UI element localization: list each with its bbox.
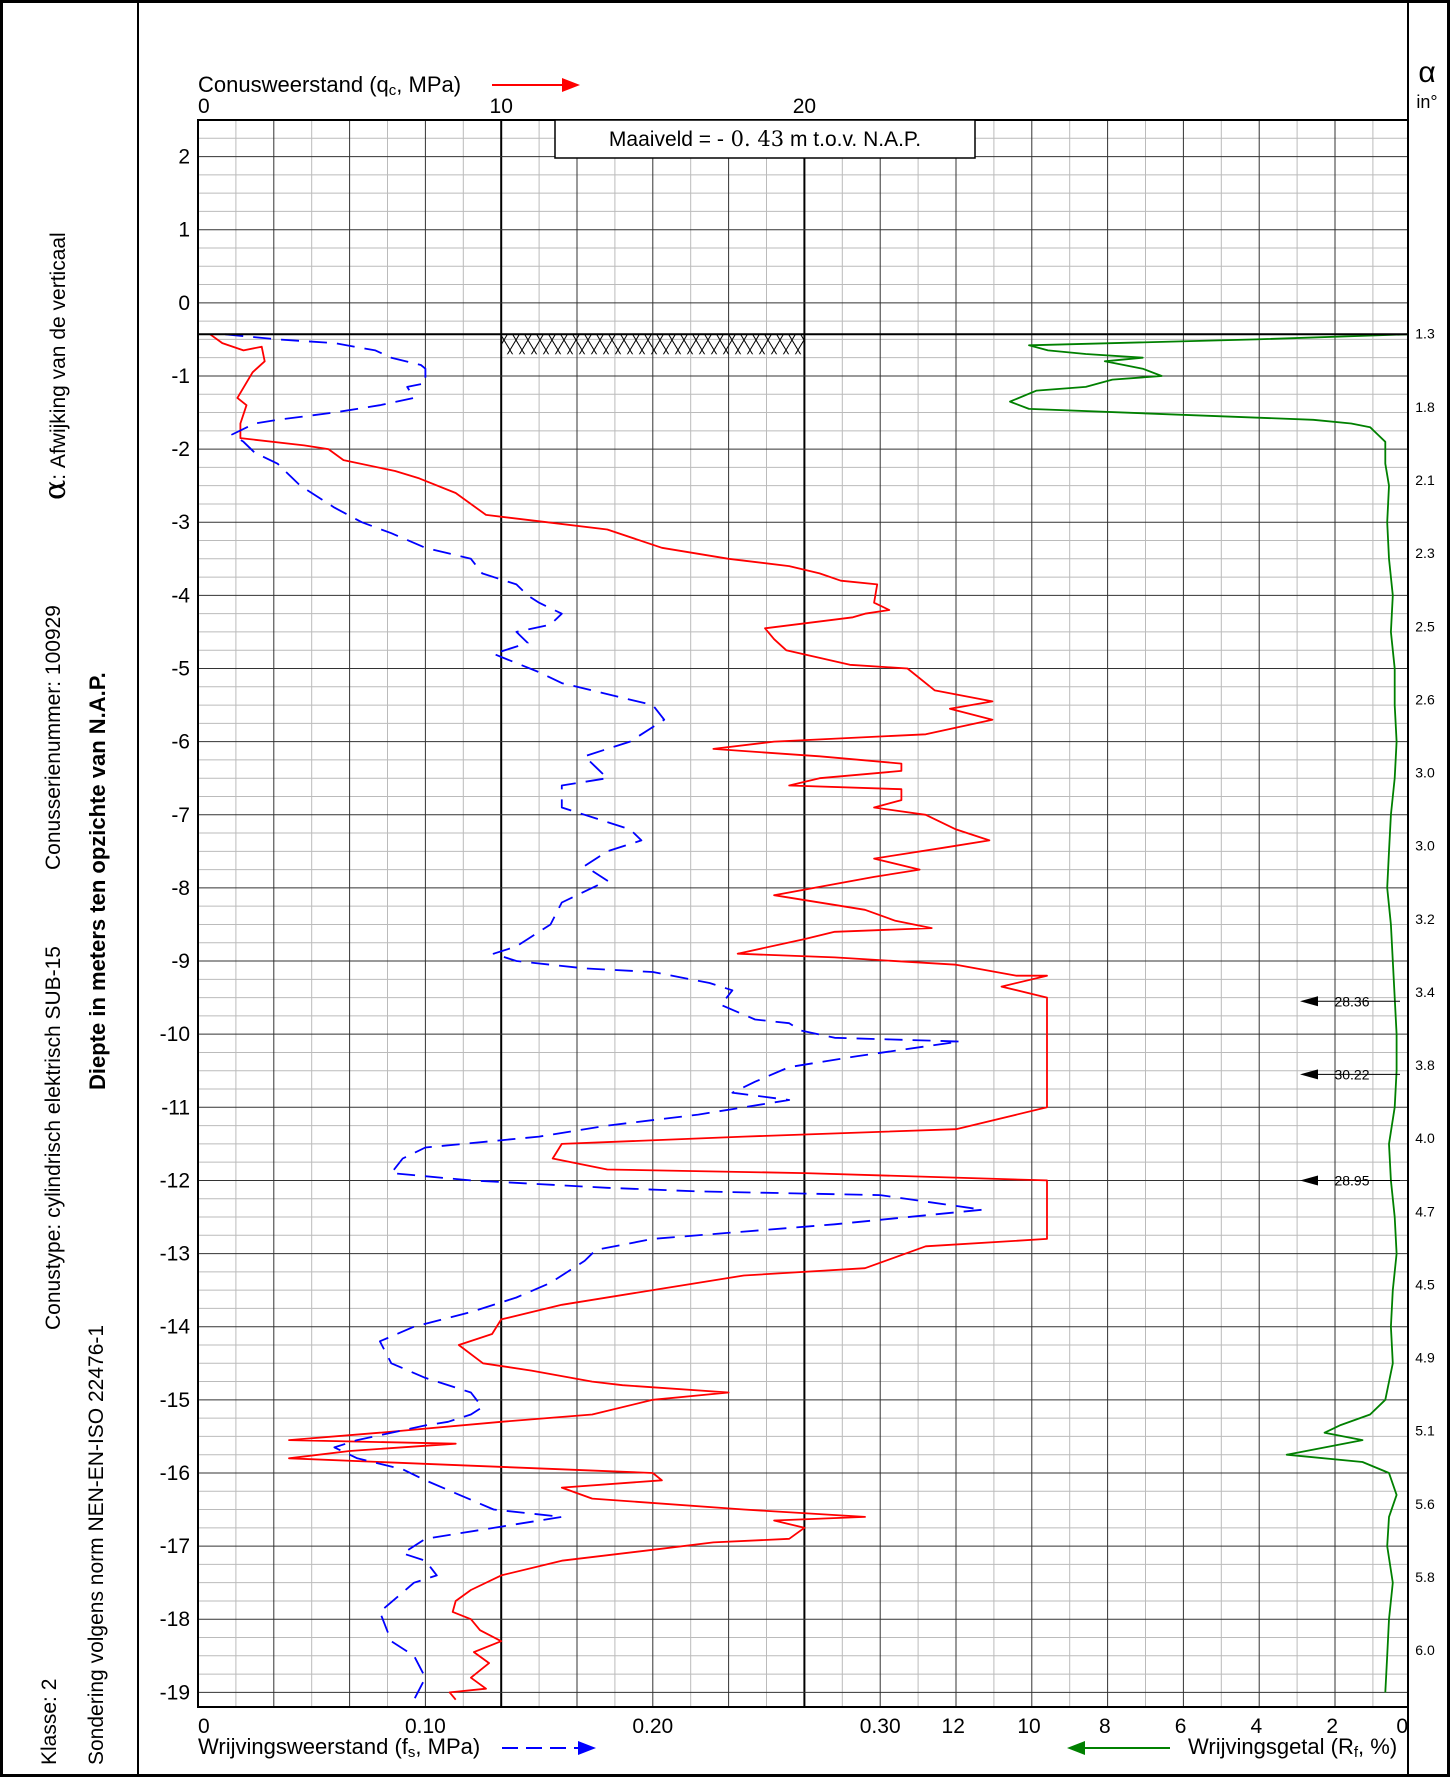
alpha-value-label: 5.8: [1415, 1569, 1435, 1585]
alpha-value-label: 4.9: [1415, 1350, 1435, 1366]
alpha-value-label: 5.6: [1415, 1496, 1435, 1512]
off-scale-value: 28.95: [1334, 1172, 1369, 1188]
rf-tick-label: 6: [1175, 1715, 1187, 1738]
depth-tick-label: 2: [178, 146, 190, 169]
ground-hatch: [501, 334, 805, 355]
qc-legend-arrow: [562, 78, 580, 92]
depth-tick-label: -5: [171, 658, 190, 681]
depth-tick-label: -17: [160, 1535, 190, 1558]
alpha-value-label: 3.2: [1415, 911, 1435, 927]
alpha-value-label: 1.8: [1415, 399, 1435, 415]
rf-legend-arrow: [1067, 1741, 1085, 1755]
depth-tick-label: -9: [171, 950, 190, 973]
alpha-value-label: 4.5: [1415, 1276, 1435, 1292]
depth-tick-label: -15: [160, 1389, 190, 1412]
depth-tick-label: -11: [161, 1096, 190, 1119]
alpha-value-label: 1.3: [1415, 326, 1435, 342]
fs-axis-title: Wrijvingsweerstand (fs, MPa): [198, 1734, 480, 1761]
fs-tick-label: 0.20: [632, 1715, 673, 1738]
off-scale-arrow: [1300, 1069, 1318, 1080]
alpha-value-label: 2.1: [1415, 472, 1435, 488]
depth-tick-label: 1: [178, 219, 190, 242]
rf-tick-label: 12: [942, 1715, 965, 1738]
rf-axis-title: Wrijvingsgetal (Rf, %): [1188, 1734, 1397, 1761]
alpha-value-label: 5.1: [1415, 1423, 1435, 1439]
alpha-value-label: 2.5: [1415, 618, 1435, 634]
rf-tick-label: 10: [1017, 1715, 1040, 1738]
alpha-value-label: 3.0: [1415, 765, 1435, 781]
qc-tick-label: 0: [198, 95, 210, 118]
off-scale-value: 28.36: [1334, 993, 1369, 1009]
depth-tick-label: -10: [160, 1023, 190, 1046]
rf-tick-label: 4: [1251, 1715, 1263, 1738]
alpha-axis-symbol: α: [1418, 56, 1435, 89]
rf-series-line: [1009, 333, 1409, 1693]
alpha-value-label: 3.8: [1415, 1057, 1435, 1073]
depth-tick-label: -19: [160, 1681, 190, 1704]
alpha-value-label: 3.4: [1415, 984, 1435, 1000]
depth-tick-label: -16: [160, 1462, 190, 1485]
fs-legend-arrow: [578, 1741, 596, 1755]
fs-tick-label: 0: [198, 1715, 210, 1738]
depth-tick-label: -14: [160, 1316, 191, 1339]
depth-tick-label: 0: [178, 292, 190, 315]
depth-tick-label: -4: [171, 584, 190, 607]
alpha-value-label: 2.3: [1415, 545, 1435, 561]
alpha-value-label: 4.0: [1415, 1130, 1435, 1146]
fs-tick-label: 0.10: [405, 1715, 446, 1738]
depth-tick-label: -8: [171, 877, 190, 900]
alpha-axis-unit: in°: [1416, 92, 1437, 112]
alpha-value-label: 3.0: [1415, 838, 1435, 854]
fs-tick-label: 0.30: [860, 1715, 901, 1738]
depth-tick-label: -12: [160, 1169, 190, 1192]
depth-tick-label: -3: [171, 511, 190, 534]
maaiveld-label: Maaiveld = - 0. 43 m t.o.v. N.A.P.: [609, 127, 921, 151]
depth-tick-label: -18: [160, 1608, 190, 1631]
alpha-value-label: 4.7: [1415, 1203, 1435, 1219]
depth-tick-label: -2: [171, 438, 190, 461]
qc-tick-label: 20: [793, 95, 816, 118]
depth-tick-label: -1: [171, 365, 190, 388]
alpha-value-label: 6.0: [1415, 1642, 1435, 1658]
qc-axis-title: Conusweerstand (qc, MPa): [198, 72, 461, 99]
depth-tick-label: -13: [160, 1243, 190, 1266]
qc-series-line: [209, 333, 1048, 1701]
off-scale-arrow: [1300, 996, 1318, 1007]
qc-tick-label: 10: [490, 95, 513, 118]
fs-series-line: [225, 333, 984, 1701]
maaiveld-box: [554, 119, 976, 159]
alpha-value-label: 2.6: [1415, 691, 1435, 707]
rf-tick-label: 2: [1326, 1715, 1338, 1738]
rf-tick-label: 0: [1396, 1715, 1408, 1738]
off-scale-arrow: [1300, 1175, 1318, 1186]
rf-tick-label: 8: [1099, 1715, 1111, 1738]
off-scale-value: 30.22: [1334, 1066, 1369, 1082]
depth-tick-label: -6: [171, 731, 190, 754]
depth-tick-label: -7: [171, 804, 190, 827]
